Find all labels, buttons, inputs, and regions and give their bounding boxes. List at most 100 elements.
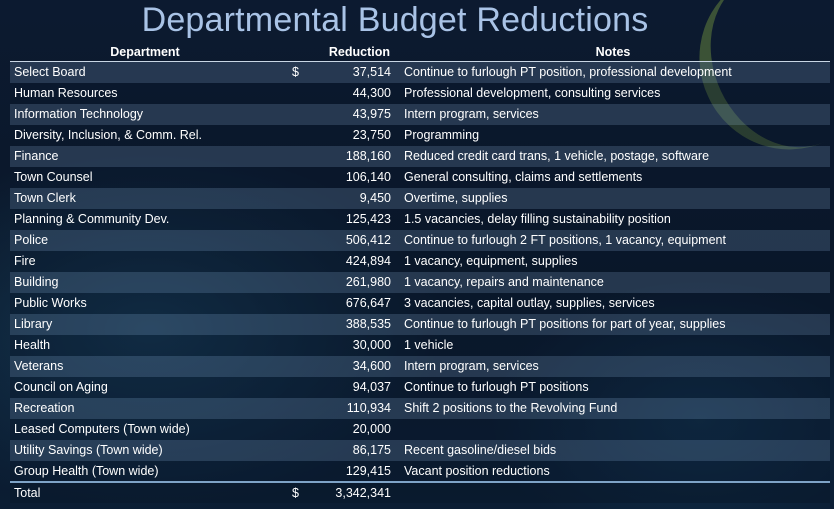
table-row: Group Health (Town wide) 129,415 Vacant po… bbox=[10, 460, 830, 482]
department-cell: Recreation bbox=[14, 401, 75, 415]
department-cell: Library bbox=[14, 317, 53, 331]
notes-cell: 3 vacancies, capital outlay, supplies, s… bbox=[404, 296, 655, 310]
table-row: Fire 424,894 1 vacancy, equipment, supplie… bbox=[10, 250, 830, 272]
reduction-value: 20,000 bbox=[352, 422, 391, 436]
department-cell: Building bbox=[14, 275, 59, 289]
notes-cell: Continue to furlough PT position, profes… bbox=[404, 65, 732, 80]
reduction-value: 129,415 bbox=[345, 463, 391, 478]
notes-cell: 1 vacancy, repairs and maintenance bbox=[404, 275, 604, 289]
department-cell: Utility Savings (Town wide) bbox=[14, 443, 163, 457]
notes-cell: Shift 2 positions to the Revolving Fund bbox=[404, 401, 618, 415]
total-value: 3,342,341 bbox=[335, 485, 391, 500]
reduction-cell: 30,000 bbox=[280, 335, 396, 356]
reduction-cell: 86,175 bbox=[280, 440, 396, 461]
notes-cell: General consulting, claims and settlemen… bbox=[404, 170, 643, 184]
department-cell: Town Counsel bbox=[14, 170, 93, 184]
reduction-cell: 9,450 bbox=[280, 188, 396, 209]
department-cell: Health bbox=[14, 338, 51, 352]
reduction-value: 388,535 bbox=[345, 317, 391, 331]
table-row: Diversity, Inclusion, & Comm. Rel. 23,750… bbox=[10, 124, 830, 146]
table-row: Public Works 676,647 3 vacancies, capital … bbox=[10, 292, 830, 314]
table-row: Planning & Community Dev. 125,423 1.5 vaca… bbox=[10, 208, 830, 230]
table-row: Town Clerk 9,450 Overtime, supplies bbox=[10, 187, 830, 209]
reduction-value: 9,450 bbox=[359, 191, 391, 205]
reduction-cell: 129,415 bbox=[280, 461, 396, 482]
notes-cell: Continue to furlough PT positions for pa… bbox=[404, 317, 726, 331]
table-header: Department Reduction Notes bbox=[10, 42, 830, 62]
table-row: Veterans 34,600 Intern program, services bbox=[10, 355, 830, 377]
reduction-value: 676,647 bbox=[345, 296, 391, 310]
table-footer: Total $ 3,342,341 bbox=[10, 480, 830, 503]
reduction-cell: 43,975 bbox=[280, 104, 396, 125]
table-row: Information Technology 43,975 Intern progr… bbox=[10, 103, 830, 125]
reduction-value: 424,894 bbox=[345, 254, 391, 268]
notes-cell: Reduced credit card trans, 1 vehicle, po… bbox=[404, 149, 710, 163]
reduction-cell: 106,140 bbox=[280, 167, 396, 188]
department-cell: Human Resources bbox=[14, 86, 118, 100]
department-cell: Public Works bbox=[14, 296, 87, 310]
notes-cell: 1 vehicle bbox=[404, 338, 454, 352]
department-cell: Town Clerk bbox=[14, 191, 76, 205]
table-row: Library 388,535 Continue to furlough PT po… bbox=[10, 313, 830, 335]
department-cell: Information Technology bbox=[14, 107, 144, 121]
reduction-cell: 94,037 bbox=[280, 377, 396, 398]
reduction-value: 43,975 bbox=[352, 107, 391, 121]
reduction-value: 125,423 bbox=[345, 212, 391, 226]
reduction-value: 261,980 bbox=[345, 275, 391, 289]
department-cell: Veterans bbox=[14, 359, 64, 373]
table-row: Leased Computers (Town wide) 20,000 bbox=[10, 418, 830, 440]
table-row: Town Counsel 106,140 General consulting, c… bbox=[10, 166, 830, 188]
reduction-cell: 506,412 bbox=[280, 230, 396, 251]
notes-cell: 1 vacancy, equipment, supplies bbox=[404, 254, 578, 268]
notes-cell: Recent gasoline/diesel bids bbox=[404, 443, 557, 457]
total-currency: $ bbox=[292, 485, 299, 500]
notes-cell: Programming bbox=[404, 128, 480, 142]
table-row: Select Board $37,514 Continue to furlough … bbox=[10, 61, 830, 83]
table-row: Finance 188,160 Reduced credit card trans,… bbox=[10, 145, 830, 167]
notes-cell: Continue to furlough PT positions bbox=[404, 380, 589, 394]
reduction-header: Reduction bbox=[280, 42, 396, 62]
reduction-cell: 125,423 bbox=[280, 209, 396, 230]
table-body: Select Board $37,514 Continue to furlough … bbox=[10, 61, 830, 482]
reduction-value: 94,037 bbox=[352, 380, 391, 394]
reduction-cell: 676,647 bbox=[280, 293, 396, 314]
department-cell: Planning & Community Dev. bbox=[14, 212, 170, 226]
department-cell: Group Health (Town wide) bbox=[14, 463, 159, 478]
notes-cell: Continue to furlough 2 FT positions, 1 v… bbox=[404, 233, 726, 247]
department-header: Department bbox=[10, 42, 280, 62]
reduction-cell: 261,980 bbox=[280, 272, 396, 293]
department-cell: Police bbox=[14, 233, 49, 247]
slide-title: Departmental Budget Reductions bbox=[141, 1, 649, 39]
department-cell: Leased Computers (Town wide) bbox=[14, 422, 190, 436]
reduction-value: 188,160 bbox=[345, 149, 391, 163]
notes-cell: Intern program, services bbox=[404, 359, 539, 373]
budget-table: Department Reduction Notes Select Board $… bbox=[10, 42, 830, 503]
department-cell: Diversity, Inclusion, & Comm. Rel. bbox=[14, 128, 203, 142]
table-row: Police 506,412 Continue to furlough 2 FT p… bbox=[10, 229, 830, 251]
reduction-cell: $37,514 bbox=[280, 62, 396, 83]
department-cell: Finance bbox=[14, 149, 59, 163]
reduction-value: 106,140 bbox=[345, 170, 391, 184]
reduction-value: 23,750 bbox=[352, 128, 391, 142]
total-row: Total $ 3,342,341 bbox=[10, 480, 830, 503]
table-row: Council on Aging 94,037 Continue to furlou… bbox=[10, 376, 830, 398]
table-row: Recreation 110,934 Shift 2 positions to th… bbox=[10, 397, 830, 419]
reduction-value: 30,000 bbox=[352, 338, 391, 352]
reduction-value: 37,514 bbox=[352, 65, 391, 80]
total-notes bbox=[396, 480, 830, 503]
notes-cell: Intern program, services bbox=[404, 107, 539, 121]
department-cell: Council on Aging bbox=[14, 380, 108, 394]
reduction-cell: 188,160 bbox=[280, 146, 396, 167]
notes-cell: Professional development, consulting ser… bbox=[404, 86, 661, 100]
department-cell: Select Board bbox=[14, 65, 86, 80]
reduction-value: 86,175 bbox=[352, 443, 391, 457]
department-cell: Fire bbox=[14, 254, 36, 268]
reduction-cell: 424,894 bbox=[280, 251, 396, 272]
reduction-value: 44,300 bbox=[352, 86, 391, 100]
notes-cell: Overtime, supplies bbox=[404, 191, 508, 205]
reduction-cell: 388,535 bbox=[280, 314, 396, 335]
table-row: Utility Savings (Town wide) 86,175 Recent … bbox=[10, 439, 830, 461]
notes-cell: Vacant position reductions bbox=[404, 463, 550, 478]
notes-cell bbox=[396, 419, 830, 440]
reduction-cell: 110,934 bbox=[280, 398, 396, 419]
